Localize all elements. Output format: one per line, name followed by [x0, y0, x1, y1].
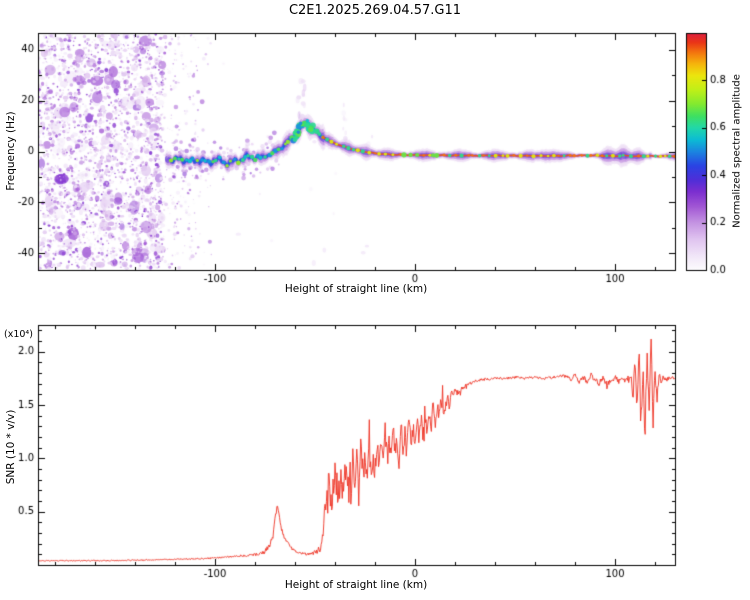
snr-axis-label: SNR (10 * v/v)	[5, 409, 17, 485]
frequency-axis-label: Frequency (Hz)	[5, 111, 17, 191]
colorbar-label: Normalized spectral amplitude	[731, 74, 743, 228]
figure-title: C2E1.2025.269.04.57.G11	[288, 3, 462, 18]
top-height-axis-label: Height of straight line (km)	[284, 283, 428, 295]
snr-scale-label: (x10⁴)	[4, 329, 33, 340]
bottom-height-axis-label: Height of straight line (km)	[284, 579, 428, 591]
